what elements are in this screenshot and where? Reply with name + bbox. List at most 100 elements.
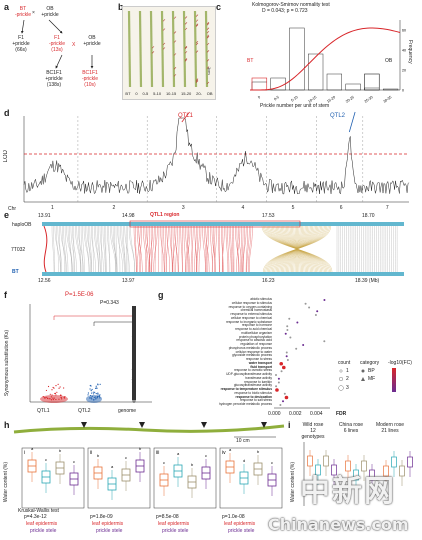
prickle-icon	[195, 80, 199, 84]
violin-point	[46, 397, 49, 400]
prickle-icon	[206, 31, 210, 34]
hist-ytick: 20	[402, 69, 406, 73]
synteny-link	[118, 225, 121, 273]
box	[345, 460, 351, 472]
go-dot	[286, 325, 289, 328]
chromosome-label: 5	[291, 205, 295, 211]
stem-label: 0-5	[142, 91, 149, 96]
haplo-ob-track	[42, 222, 404, 226]
synteny-link	[198, 225, 202, 273]
synteny-link	[102, 225, 106, 273]
ob-recurrent: OB +prickle	[80, 35, 104, 47]
violin-point	[61, 398, 63, 400]
lod-trace	[23, 117, 410, 195]
sig-letter: c	[205, 453, 207, 458]
synteny-link	[62, 225, 65, 273]
violin-point	[94, 391, 96, 393]
prickle-icon	[195, 14, 199, 17]
synteny-link	[67, 225, 73, 273]
bt-track	[42, 272, 404, 276]
violin-point	[95, 385, 97, 387]
synteny-link	[112, 225, 117, 273]
violin-point	[93, 396, 95, 398]
synteny-link	[85, 225, 90, 273]
synteny-link	[236, 225, 239, 273]
violin-point	[96, 397, 98, 399]
h-xlabel-row1: leaf epidermis	[26, 521, 58, 527]
panel-label-b: b	[118, 2, 124, 12]
synteny-link	[246, 225, 250, 273]
prickle-icon	[206, 34, 210, 38]
synteny-link	[143, 225, 147, 273]
violin-point	[90, 390, 92, 392]
synteny-link	[186, 225, 190, 273]
legend-count-1: 1	[346, 368, 349, 374]
bt-parent: BT -prickle	[12, 6, 34, 18]
legend-cat-bp: BP	[368, 368, 375, 374]
go-dot	[275, 374, 278, 376]
synteny-link	[186, 225, 191, 273]
go-dot	[314, 314, 317, 316]
prickle-icon	[173, 67, 177, 70]
box	[383, 465, 389, 477]
go-dot	[288, 317, 291, 320]
cross-arrows	[20, 19, 94, 69]
violin-point	[91, 395, 93, 397]
histogram-bar	[289, 27, 305, 91]
sig-letter: d	[243, 458, 245, 463]
bottom-coord-1: 12.56	[38, 278, 51, 284]
go-term: protein phosphorylation	[238, 334, 272, 339]
synteny-link	[136, 225, 141, 273]
prickle-icon	[173, 16, 177, 19]
qtl1-region-label: QTL1 region	[150, 212, 180, 218]
go-term: cellular response to stimulus	[231, 300, 272, 305]
f1-left-count: (66s)	[15, 47, 27, 53]
synteny-link	[145, 225, 149, 273]
prickle-icon	[184, 51, 188, 54]
violin-point	[52, 398, 54, 401]
go-dot	[302, 344, 305, 346]
legend-count-2: 2	[346, 376, 349, 382]
synteny-link	[172, 225, 177, 273]
bc-left-count: (138s)	[46, 82, 62, 88]
synteny-link	[221, 225, 224, 273]
synteny-link	[78, 225, 84, 273]
go-dot	[289, 336, 292, 339]
synteny-link	[128, 225, 135, 273]
synteny-link	[92, 225, 94, 273]
bc-left-label: BC1F1	[46, 70, 62, 76]
violin-point	[63, 387, 65, 389]
stem-label: 20-	[196, 91, 202, 96]
prickle-icon	[162, 19, 166, 22]
h-xlabel-row2: prickle stele	[162, 528, 189, 534]
ks-group-qtl1: QTL1	[37, 408, 50, 414]
h-xlabel-row1: leaf epidermis	[92, 521, 124, 527]
hist-tick-label: 0-5	[273, 95, 280, 101]
violin-point	[89, 397, 91, 399]
h-pvalue: p=1.8e-09	[90, 514, 113, 520]
h-scale-label: 10 cm	[236, 438, 250, 444]
hist-tick-label: 0	[257, 95, 261, 99]
go-dot	[284, 395, 289, 400]
stem	[149, 10, 154, 88]
synteny-link	[175, 225, 178, 273]
go-term: transferase activity	[245, 375, 272, 380]
go-term: response to temperature stimulus	[220, 387, 272, 391]
bc-right-label: BC1F1	[82, 70, 98, 76]
synteny-link	[148, 225, 153, 273]
prickle-icon	[206, 81, 210, 85]
synteny-link	[82, 225, 85, 273]
go-term: UDP-glucosyltransferase activity	[226, 372, 272, 376]
violin-point	[51, 389, 53, 391]
synteny-link	[76, 225, 82, 273]
box	[307, 455, 313, 467]
panel-label-f: f	[4, 290, 7, 300]
stem	[160, 10, 165, 88]
synteny-link	[174, 225, 179, 273]
go-term: response to desiccation	[235, 394, 273, 399]
cross-symbol-1: ×	[32, 10, 35, 16]
histogram-bar	[251, 81, 267, 91]
violin-point	[55, 385, 57, 387]
chromosome-label: 4	[241, 205, 245, 211]
section-marker-icon	[81, 422, 87, 428]
